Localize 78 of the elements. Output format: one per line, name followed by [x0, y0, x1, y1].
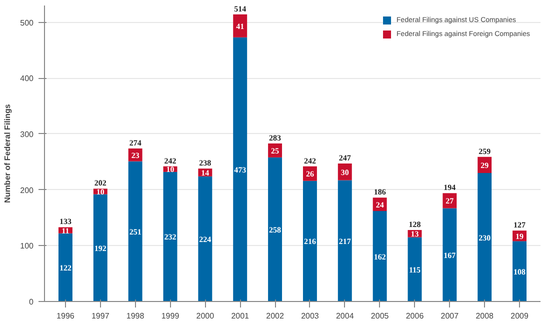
x-tick-label: 1997 [91, 312, 110, 320]
x-tick-label: 2002 [266, 312, 284, 320]
y-tick-label: 400 [20, 74, 34, 84]
x-tick-label: 2006 [406, 312, 424, 320]
data-label: 29 [480, 160, 489, 170]
data-label: 108 [514, 267, 526, 276]
data-label: 41 [236, 22, 244, 31]
y-axis-title: Number of Federal Filings [3, 104, 12, 203]
data-label: 167 [444, 250, 456, 260]
data-label: 230 [478, 233, 491, 242]
total-label: 202 [94, 178, 106, 188]
data-label: 24 [376, 200, 384, 210]
y-tick-label: 300 [20, 130, 34, 139]
x-tick-label: 2005 [370, 312, 390, 320]
bar [302, 180, 317, 302]
x-tick-label: 2007 [440, 312, 460, 320]
y-tick-label: 500 [20, 18, 34, 28]
x-tick-label: 2004 [336, 312, 354, 320]
data-label: 251 [129, 227, 142, 236]
x-tick-label: 1999 [161, 312, 180, 320]
bar [268, 157, 282, 302]
bar [93, 194, 108, 302]
total-label: 133 [59, 217, 72, 226]
total-label: 194 [444, 183, 456, 192]
y-tick-label: 0 [29, 298, 34, 306]
bar [128, 161, 142, 302]
data-label: 192 [94, 244, 106, 253]
data-label: 27 [446, 196, 454, 206]
data-label: 19 [516, 232, 524, 241]
bar [233, 37, 248, 302]
data-label: 13 [410, 230, 419, 239]
data-label: 232 [164, 232, 176, 242]
bar [338, 180, 352, 302]
total-label: 186 [374, 188, 386, 197]
total-label: 283 [269, 133, 282, 142]
bar [372, 211, 387, 302]
y-tick-label: 200 [20, 186, 34, 195]
total-label: 242 [164, 156, 176, 166]
bar [163, 172, 178, 302]
y-tick-label: 100 [20, 242, 34, 251]
x-tick-label: 2003 [301, 312, 320, 320]
data-label: 25 [271, 146, 280, 156]
x-tick-label: 2009 [510, 312, 529, 320]
total-label: 259 [478, 146, 491, 156]
x-tick-label: 2000 [196, 312, 215, 320]
data-label: 122 [59, 263, 72, 272]
data-label: 473 [234, 165, 246, 174]
data-label: 10 [166, 165, 174, 174]
data-label: 30 [340, 168, 349, 177]
data-label: 23 [131, 150, 140, 160]
bar [198, 176, 212, 302]
data-label: 115 [408, 265, 421, 274]
data-label: 216 [304, 237, 316, 246]
bar [58, 233, 72, 302]
total-label: 247 [338, 154, 351, 163]
data-label: 10 [96, 187, 104, 196]
bar [442, 208, 457, 302]
data-label: 26 [306, 170, 314, 179]
x-tick-label: 1998 [126, 312, 145, 320]
data-label: 162 [374, 252, 386, 262]
x-tick-label: 1996 [56, 312, 75, 320]
x-tick-label: 2008 [476, 312, 494, 320]
data-label: 217 [338, 236, 351, 246]
total-label: 274 [129, 138, 142, 148]
data-label: 258 [269, 225, 282, 234]
total-label: 127 [514, 220, 526, 230]
x-tick-label: 2001 [231, 312, 250, 320]
data-label: 224 [199, 234, 212, 244]
data-label: 11 [62, 226, 70, 236]
total-label: 238 [199, 158, 212, 168]
total-label: 514 [234, 4, 246, 14]
total-label: 128 [408, 220, 421, 230]
bar [233, 14, 248, 38]
bar [512, 241, 527, 302]
total-label: 242 [304, 156, 316, 166]
bar [478, 173, 492, 302]
bar [408, 237, 422, 302]
data-label: 14 [201, 168, 210, 178]
